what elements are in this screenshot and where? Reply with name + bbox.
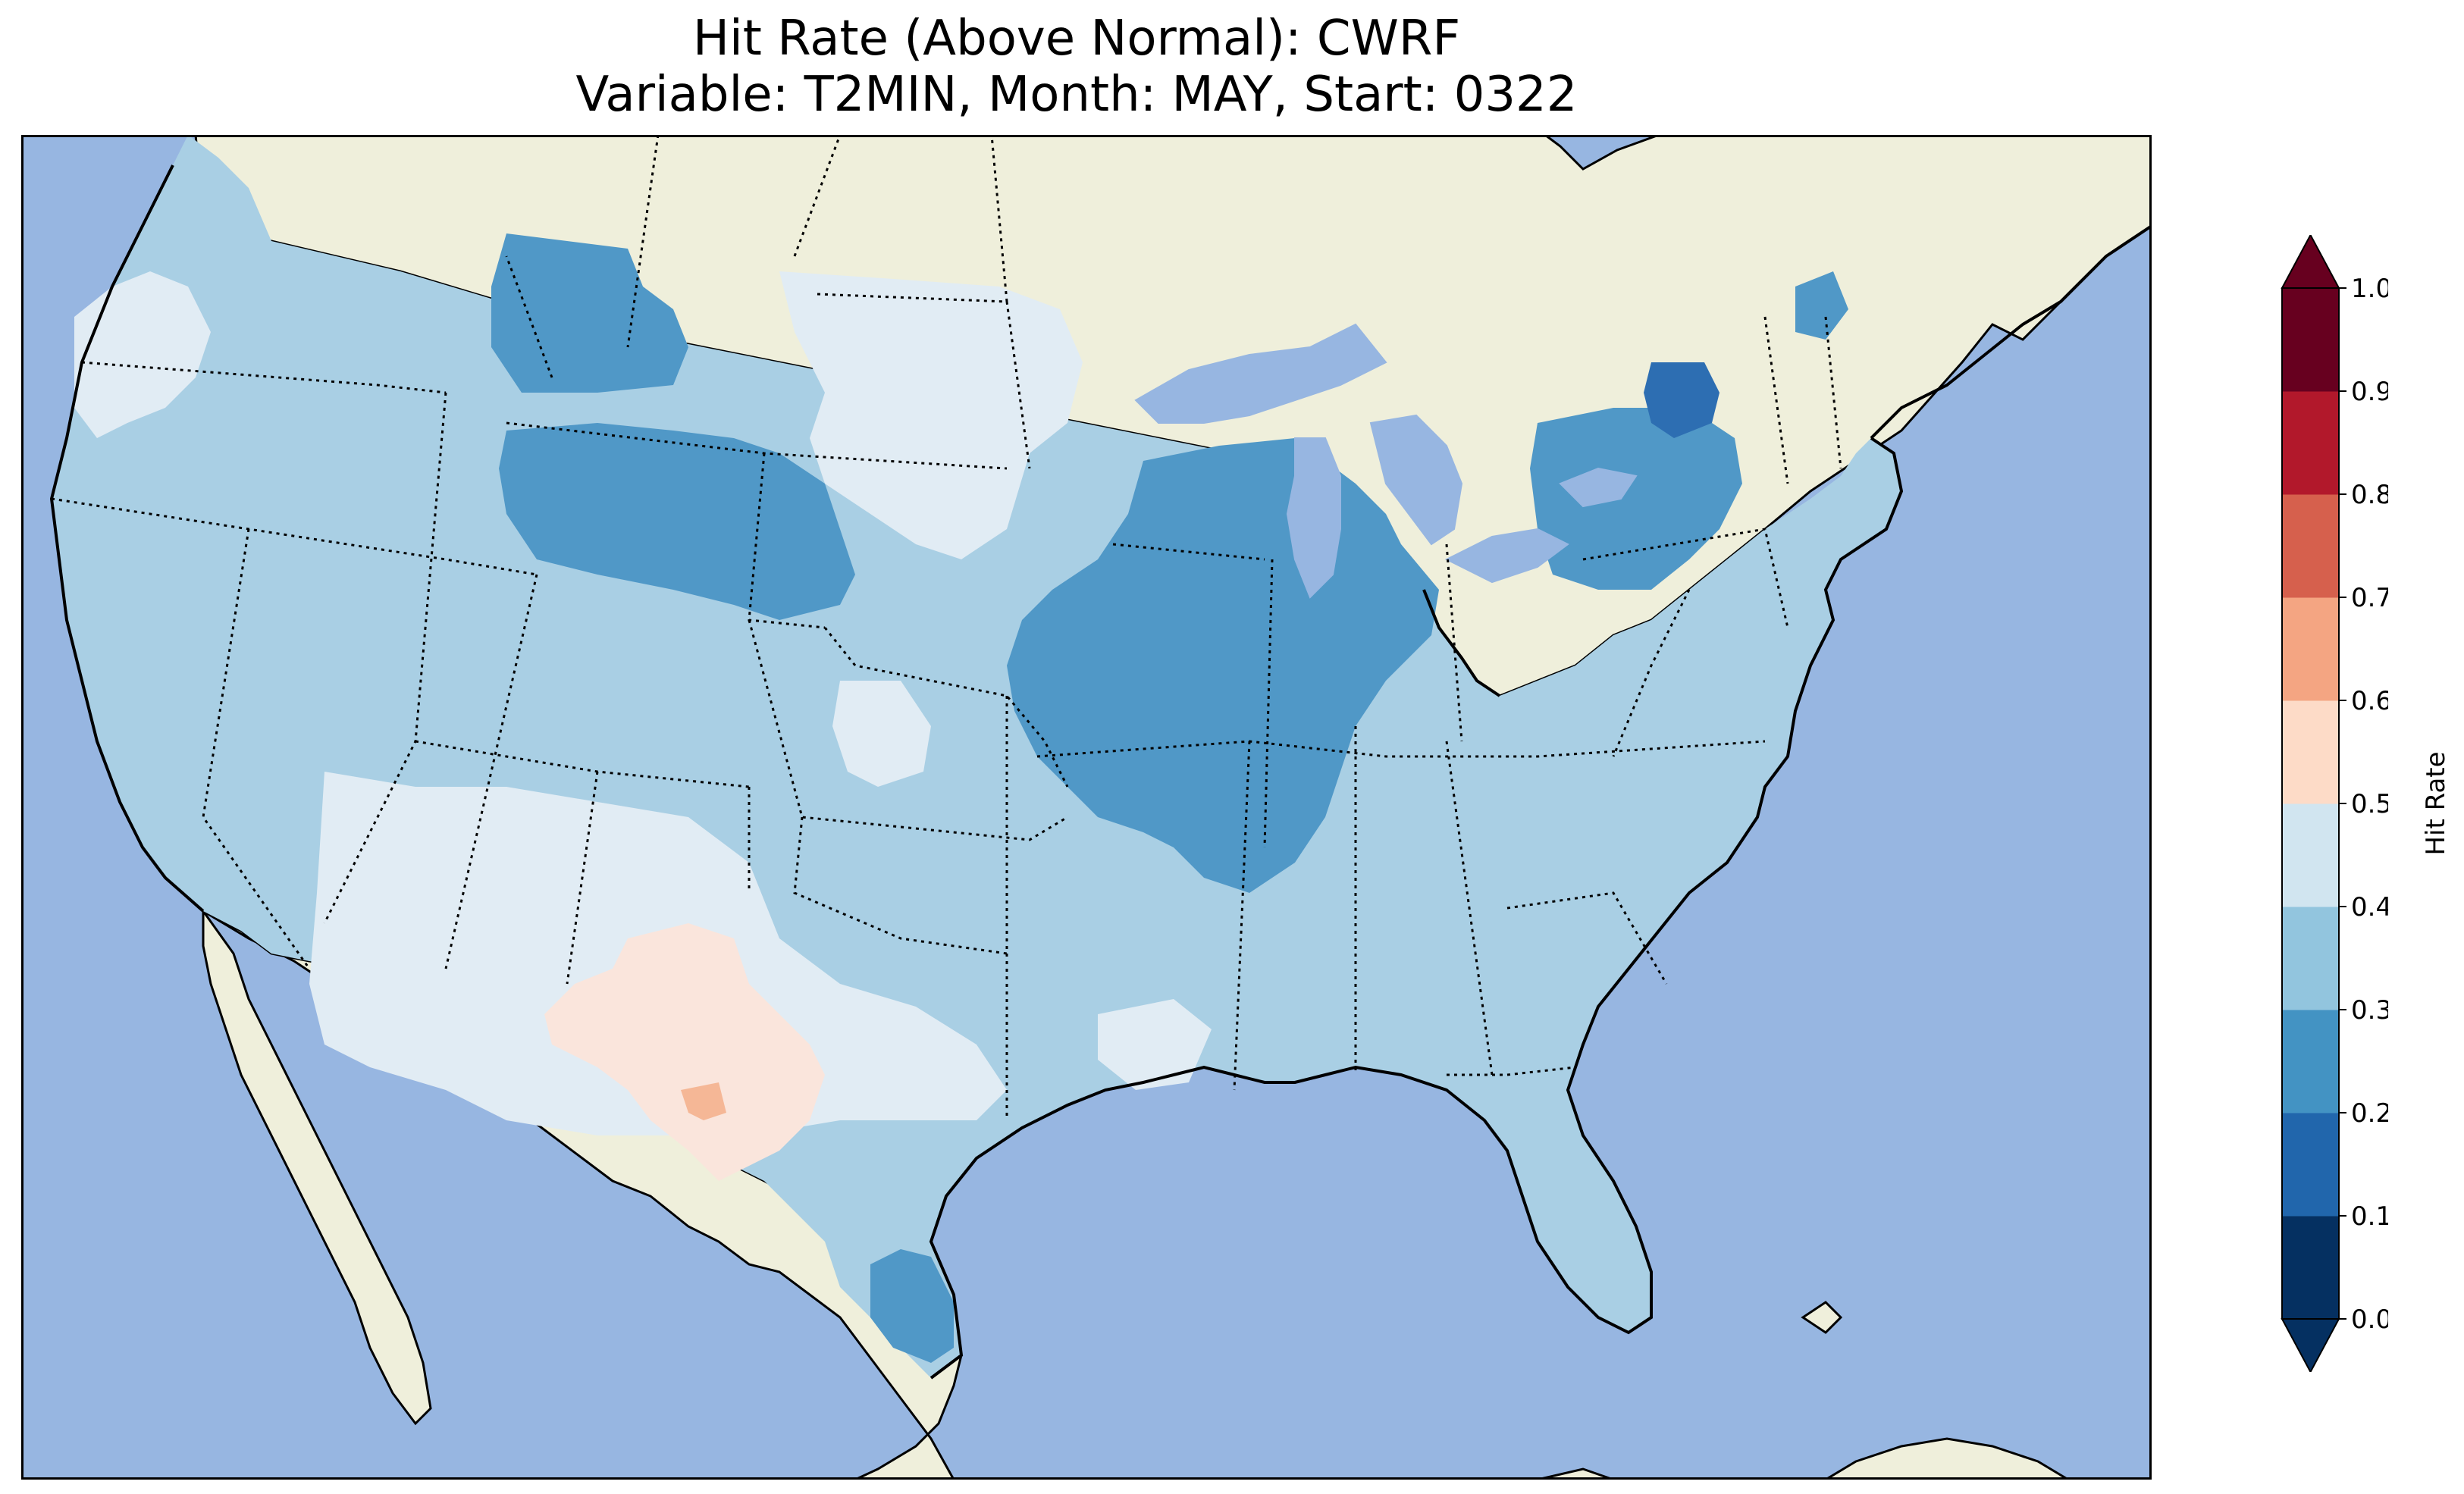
map-border <box>21 135 2152 1480</box>
us-field-0.2-0.3 <box>499 423 855 620</box>
us-field-0.2-0.3 <box>870 1249 954 1363</box>
colorbar-tick-label: 0.9 <box>2351 377 2388 407</box>
map-canvas[interactable] <box>21 135 2152 1480</box>
cuba-island <box>1823 1437 2071 1480</box>
bahamas-island <box>1801 1301 1843 1334</box>
colorbar-tick-label: 0.6 <box>2351 686 2388 716</box>
colorbar-bin <box>2282 1010 2339 1113</box>
hit-rate-field <box>52 135 1901 1378</box>
colorbar-bin <box>2282 391 2339 495</box>
map-panel[interactable] <box>21 135 2152 1480</box>
colorbar: 0.0 0.1 0.2 0.3 0.4 0.5 0.6 0.7 0.8 0.9 1.0 <box>2281 235 2388 1372</box>
lake-ontario <box>1559 467 1638 508</box>
us-field-0.2-0.3 <box>491 233 688 393</box>
colorbar-tick-label: 0.1 <box>2351 1201 2388 1232</box>
figure-title: Hit Rate (Above Normal): CWRF Variable: … <box>0 11 2153 123</box>
colorbar-bins <box>2281 235 2340 1372</box>
us-field-0.4-0.5 <box>74 271 211 438</box>
colorbar-tick-label: 0.2 <box>2351 1098 2388 1129</box>
coastlines <box>49 164 2152 1380</box>
colorbar-tick-label: 1.0 <box>2351 274 2388 304</box>
colorbar-under-arrow <box>2281 1318 2340 1372</box>
colorbar-tick-label: 0.4 <box>2351 892 2388 922</box>
lake-huron <box>1369 414 1463 546</box>
baja-peninsula <box>202 907 432 1426</box>
title-line-1: Hit Rate (Above Normal): CWRF <box>692 11 1461 67</box>
title-line-2: Variable: T2MIN, Month: MAY, Start: 0322 <box>575 67 1578 123</box>
colorbar-bin <box>2282 597 2339 701</box>
us-field-0.1-0.2 <box>1644 362 1719 438</box>
us-field-0.4-0.5 <box>1098 999 1212 1090</box>
colorbar-bin <box>2282 803 2339 907</box>
colorbar-tick-label: 0.7 <box>2351 583 2388 613</box>
colorbar-ticks: 0.0 0.1 0.2 0.3 0.4 0.5 0.6 0.7 0.8 0.9 1.0 <box>2339 274 2388 1335</box>
colorbar-tick-label: 0.5 <box>2351 789 2388 819</box>
us-field-0.5-0.6 <box>544 923 825 1181</box>
colorbar-bin <box>2282 288 2339 392</box>
lake-erie <box>1444 528 1569 584</box>
us-field-0.6-0.7 <box>681 1082 726 1120</box>
colorbar-tick-label: 0.3 <box>2351 995 2388 1026</box>
colorbar-tick-label: 0.8 <box>2351 480 2388 510</box>
state-borders <box>51 135 1842 1120</box>
great-lakes <box>1134 323 1638 599</box>
lake-michigan <box>1286 437 1341 599</box>
us-field-0.4-0.5 <box>779 271 1083 559</box>
lake-superior <box>1134 323 1387 424</box>
colorbar-bin <box>2282 1113 2339 1217</box>
colorbar-label: Hit Rate <box>2421 751 2451 856</box>
colorbar-bin <box>2282 907 2339 1010</box>
us-field-0.2-0.3 <box>1795 271 1848 340</box>
colorbar-bin <box>2282 1216 2339 1320</box>
colorbar-tick-label: 0.0 <box>2351 1305 2388 1335</box>
us-field-0.4-0.5 <box>832 681 931 787</box>
us-field-0.2-0.3 <box>1530 408 1742 590</box>
colorbar-bin <box>2282 494 2339 598</box>
colorbar-bin <box>2282 700 2339 804</box>
colorbar-over-arrow <box>2281 235 2340 289</box>
